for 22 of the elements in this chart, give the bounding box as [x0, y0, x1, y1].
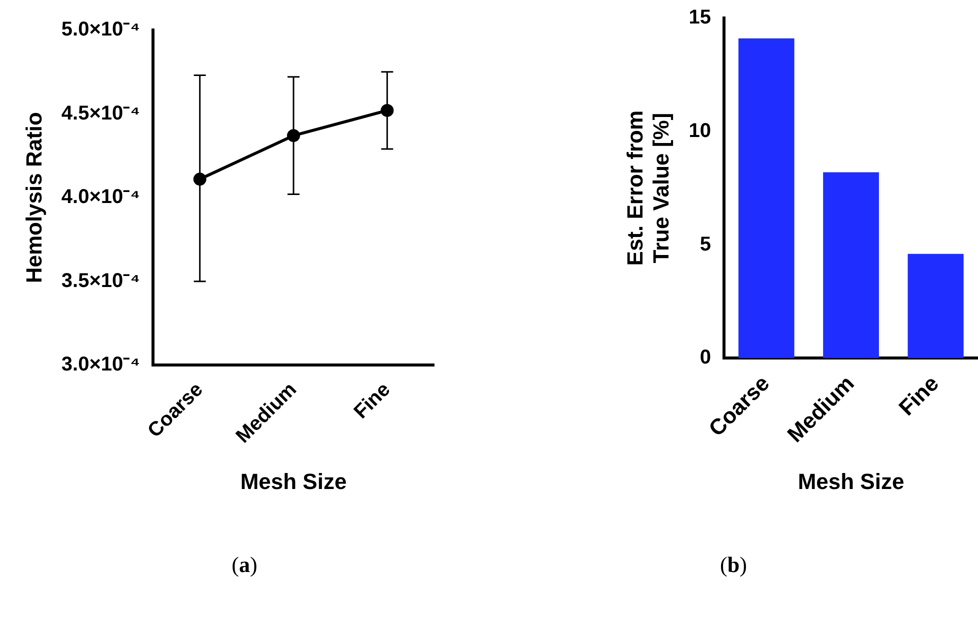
x-axis-title: Mesh Size [798, 468, 904, 494]
y-tick-label: 3.5×10⁻⁴ [61, 270, 140, 292]
text: (b) [719, 552, 748, 578]
x-axis-title: Mesh Size [240, 468, 347, 494]
point [193, 172, 206, 186]
y-tick-label: 4.5×10⁻⁴ [61, 102, 140, 124]
y-tick-label: 0 [700, 346, 712, 369]
bar [738, 38, 794, 358]
y-tick-label: 15 [688, 6, 712, 29]
y-tick-label: 10 [688, 120, 712, 142]
y-tick-label: 5.0×10⁻⁴ [61, 18, 140, 41]
bar [908, 254, 964, 358]
bar [823, 172, 879, 358]
y-tick-label: 3.0×10⁻⁴ [61, 354, 140, 376]
x-tick-label: Fine [350, 378, 395, 424]
y-axis-title: Est. Error from True Value [%] [622, 110, 674, 266]
y-tick-label: 5 [700, 233, 712, 256]
text: (a) [230, 552, 258, 578]
x-tick-label: Fine [894, 370, 944, 420]
point [287, 129, 300, 142]
y-tick-label: 4.0×10⁻⁴ [61, 186, 140, 208]
y-axis-title: Hemolysis Ratio [21, 112, 46, 284]
